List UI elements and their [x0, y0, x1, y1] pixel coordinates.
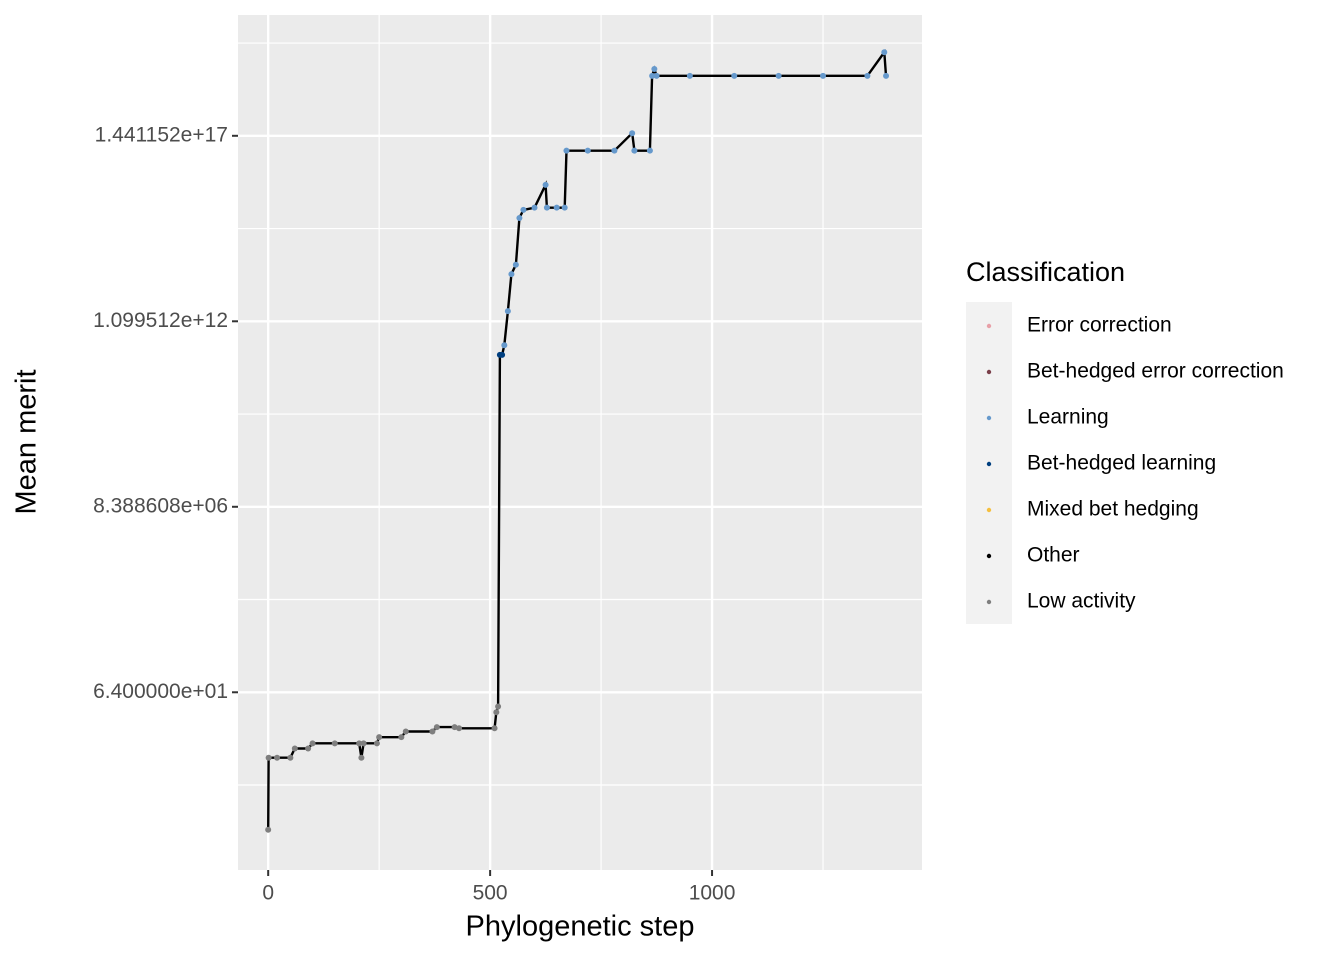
y-tick-label: 6.400000e+01: [93, 680, 228, 703]
legend-key: [986, 507, 992, 513]
point: [501, 342, 508, 349]
point: [508, 271, 515, 278]
point: [553, 204, 560, 211]
point: [429, 728, 436, 735]
point: [265, 826, 272, 833]
point: [504, 308, 511, 315]
point: [542, 181, 549, 188]
point: [265, 754, 272, 761]
legend-key: [986, 415, 992, 421]
y-tick-label: 1.099512e+12: [93, 309, 228, 332]
legend-key: [986, 461, 992, 467]
point: [731, 72, 738, 79]
panel: [238, 15, 922, 870]
point: [649, 72, 656, 79]
x-tick-label: 1000: [689, 882, 736, 905]
point: [287, 754, 294, 761]
point: [584, 147, 591, 154]
point: [516, 214, 523, 221]
legend-key: [986, 599, 992, 605]
x-axis-title: Phylogenetic step: [466, 911, 695, 943]
point: [499, 351, 506, 358]
x-tick-label: 500: [473, 882, 508, 905]
legend-label: Learning: [1027, 406, 1109, 429]
point: [291, 745, 298, 752]
point: [543, 204, 550, 211]
point: [512, 261, 519, 268]
point: [433, 724, 440, 731]
point: [373, 740, 380, 747]
point: [356, 740, 363, 747]
point: [631, 147, 638, 154]
legend-label: Bet-hedged learning: [1027, 452, 1216, 475]
point: [491, 725, 498, 732]
point: [495, 703, 502, 710]
point: [653, 72, 660, 79]
point: [398, 734, 405, 741]
point: [563, 147, 570, 154]
y-tick-label: 1.441152e+17: [95, 123, 228, 146]
point: [309, 740, 316, 747]
legend-key: [986, 553, 992, 559]
point: [883, 72, 890, 79]
point: [686, 72, 693, 79]
x-tick-label: 0: [262, 882, 274, 905]
legend-key: [986, 369, 992, 375]
point: [531, 204, 538, 211]
legend-label: Other: [1027, 544, 1080, 567]
point: [305, 745, 312, 752]
point: [561, 204, 568, 211]
point: [775, 72, 782, 79]
point: [629, 130, 636, 137]
legend-label: Error correction: [1027, 314, 1172, 337]
legend-key: [986, 323, 992, 329]
y-axis-title: Mean merit: [11, 369, 43, 514]
point: [376, 734, 383, 741]
legend-label: Mixed bet hedging: [1027, 498, 1199, 521]
point: [520, 206, 527, 213]
legend-title: Classification: [966, 257, 1125, 287]
point: [358, 754, 365, 761]
point: [820, 72, 827, 79]
legend-label: Low activity: [1027, 590, 1136, 613]
point: [651, 66, 658, 73]
point: [646, 147, 653, 154]
point: [274, 754, 281, 761]
point: [881, 49, 888, 56]
point: [402, 728, 409, 735]
point: [864, 72, 871, 79]
legend-label: Bet-hedged error correction: [1027, 360, 1284, 383]
point: [360, 740, 367, 747]
point: [493, 709, 500, 716]
point: [331, 740, 338, 747]
point: [611, 147, 618, 154]
y-tick-label: 8.388608e+06: [93, 494, 228, 517]
point: [456, 725, 463, 732]
